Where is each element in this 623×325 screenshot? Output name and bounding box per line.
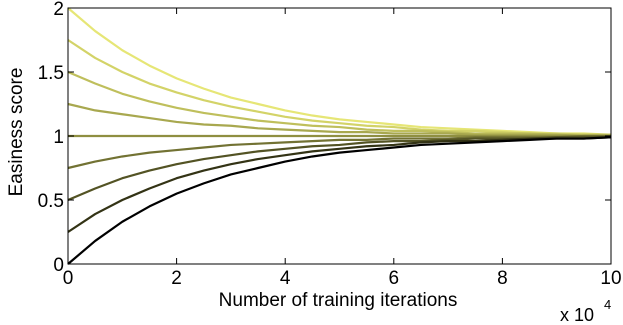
x-tick-label: 4 bbox=[280, 268, 291, 289]
series-layer bbox=[67, 7, 612, 265]
series-line-1 bbox=[67, 39, 611, 136]
series-line-3 bbox=[67, 102, 611, 138]
y-tick-label: 0 bbox=[53, 255, 64, 276]
x-tick-label: 10 bbox=[600, 268, 621, 289]
series-line-5 bbox=[67, 134, 611, 170]
x-axis-multiplier-exponent: 4 bbox=[604, 297, 611, 312]
series-line-2 bbox=[67, 70, 611, 136]
y-tick-label: 0.5 bbox=[38, 191, 64, 212]
x-tick-label: 6 bbox=[389, 268, 400, 289]
ticks-layer: 0 2 4 6 8 10 0 0.5 1 1.5 2 bbox=[38, 0, 622, 289]
x-axis-label: Number of training iterations bbox=[219, 290, 458, 311]
y-tick-label: 2 bbox=[53, 0, 64, 20]
x-axis-multiplier: x 10 bbox=[560, 305, 594, 325]
series-line-7 bbox=[67, 136, 612, 233]
series-line-6 bbox=[67, 136, 611, 202]
y-tick-label: 1 bbox=[53, 127, 64, 148]
series-line-8 bbox=[67, 136, 612, 265]
x-tick-label: 8 bbox=[497, 268, 508, 289]
series-line-0 bbox=[67, 7, 612, 136]
x-tick-label: 2 bbox=[171, 268, 182, 289]
y-tick-label: 1.5 bbox=[38, 63, 64, 84]
x-tick-label: 0 bbox=[63, 268, 74, 289]
y-axis-label: Easiness score bbox=[6, 68, 27, 197]
